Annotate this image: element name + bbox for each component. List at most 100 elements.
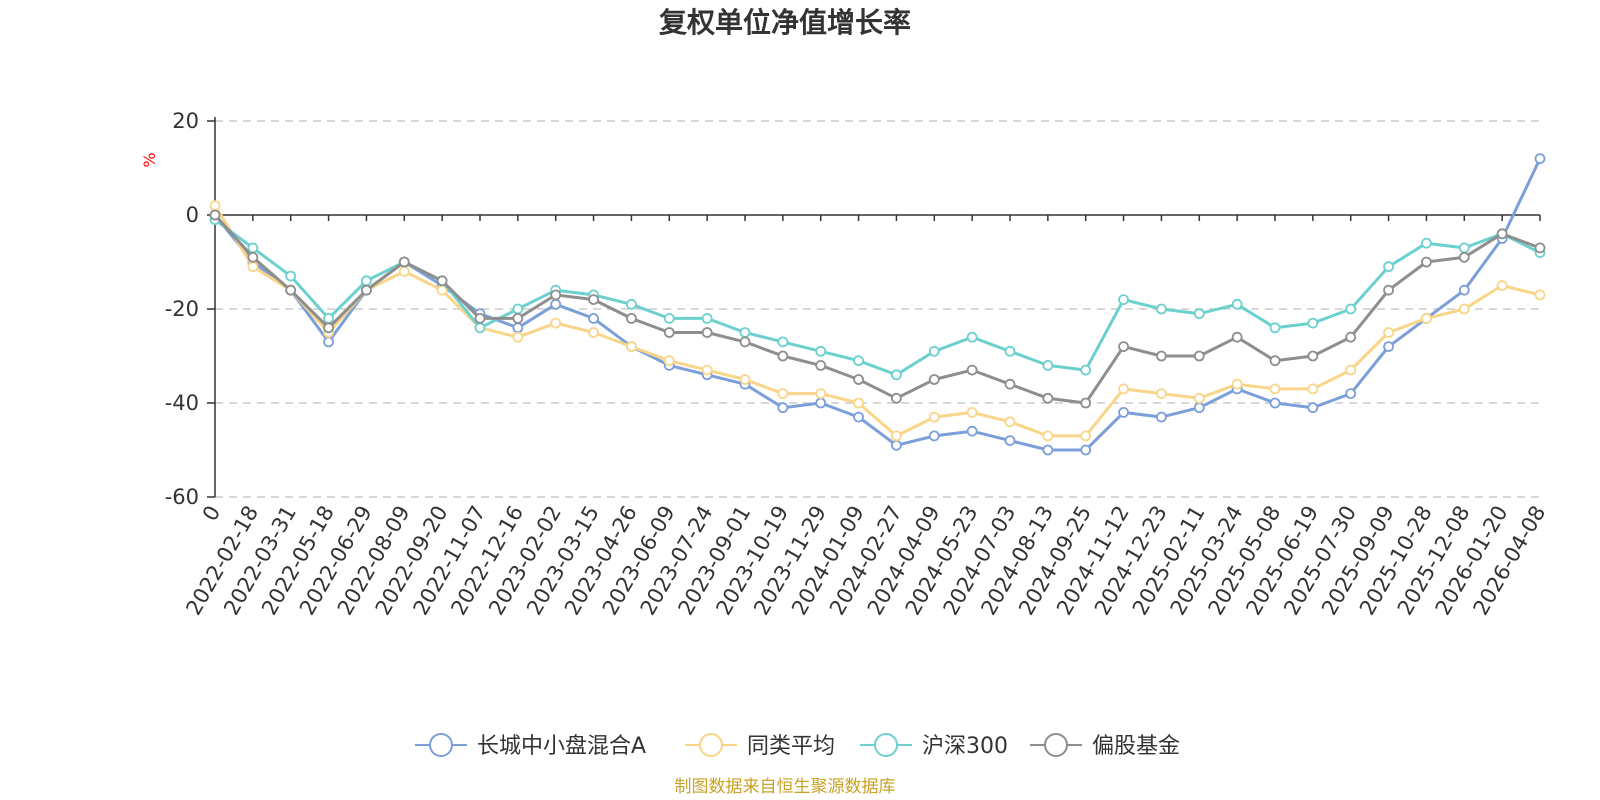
data-point — [1193, 402, 1205, 414]
data-point — [626, 298, 637, 310]
data-point — [663, 327, 675, 338]
data-point — [701, 364, 713, 376]
data-point — [512, 322, 524, 334]
data-point — [777, 388, 789, 400]
data-point — [550, 289, 562, 301]
y-tick-label: -60 — [165, 485, 199, 509]
data-point — [891, 369, 902, 381]
data-point — [815, 359, 827, 371]
data-point — [1042, 430, 1054, 442]
legend-item[interactable]: 偏股基金 — [1030, 733, 1180, 759]
data-point — [815, 345, 827, 357]
legend-label: 偏股基金 — [1092, 734, 1180, 759]
data-point — [474, 312, 486, 324]
data-point — [928, 411, 940, 423]
data-point — [966, 331, 978, 343]
data-point — [1345, 388, 1357, 400]
data-point — [1156, 388, 1167, 400]
legend-label: 同类平均 — [747, 734, 835, 759]
data-point — [1118, 294, 1129, 306]
data-point — [966, 364, 978, 376]
data-point — [1345, 303, 1357, 315]
data-point — [1307, 402, 1319, 414]
series-2 — [209, 200, 1546, 442]
legend[interactable]: 长城中小盘混合A 同类平均 沪深300 偏股基金 — [415, 733, 1180, 759]
data-point — [588, 312, 599, 324]
data-point — [474, 322, 486, 334]
data-point — [739, 374, 751, 385]
data-point — [1383, 284, 1394, 296]
y-tick-label: 20 — [172, 109, 199, 133]
data-point — [1345, 364, 1357, 376]
data-point — [1421, 237, 1432, 249]
data-point — [1269, 322, 1281, 334]
y-tick-label: -20 — [165, 297, 199, 321]
data-point — [1345, 331, 1357, 343]
data-point — [966, 425, 978, 437]
data-point — [663, 312, 675, 324]
data-point — [550, 317, 562, 329]
data-point — [1383, 341, 1394, 353]
data-point — [209, 200, 221, 212]
data-point — [1042, 444, 1054, 456]
data-point — [1080, 444, 1092, 456]
data-point — [1231, 331, 1243, 343]
data-point — [588, 327, 599, 338]
data-point — [1080, 397, 1092, 409]
data-point — [1231, 378, 1243, 390]
data-point — [1534, 242, 1546, 254]
data-point — [739, 327, 751, 338]
data-point — [1231, 298, 1243, 310]
data-point — [323, 322, 334, 334]
data-point — [1042, 392, 1054, 404]
y-axis-unit-label: % — [140, 152, 159, 167]
data-point — [891, 439, 902, 451]
data-point — [398, 256, 410, 268]
data-point — [1421, 256, 1432, 268]
data-point — [1269, 355, 1281, 367]
data-point — [853, 411, 864, 423]
data-point — [1118, 341, 1129, 353]
data-point — [1004, 345, 1016, 357]
data-point — [853, 355, 864, 367]
data-point — [1307, 383, 1319, 395]
legend-marker — [874, 733, 898, 757]
legend-item[interactable]: 沪深300 — [860, 733, 1008, 759]
legend-marker — [699, 733, 723, 757]
data-point — [1080, 364, 1092, 376]
data-point — [966, 406, 978, 418]
data-point — [1383, 261, 1394, 273]
data-point — [1383, 327, 1394, 338]
data-point — [1496, 280, 1508, 291]
series-4 — [209, 209, 1546, 409]
data-point — [1004, 416, 1016, 428]
data-point — [815, 388, 827, 400]
data-point — [588, 294, 599, 306]
legend-item[interactable]: 长城中小盘混合A — [415, 733, 646, 759]
data-point — [285, 284, 297, 296]
legend-label: 沪深300 — [922, 734, 1008, 759]
y-tick-label: 0 — [186, 203, 199, 227]
data-point — [1458, 242, 1470, 254]
data-point — [512, 312, 524, 324]
data-point — [247, 261, 259, 273]
legend-item[interactable]: 同类平均 — [685, 733, 835, 759]
series-line — [213, 213, 1541, 405]
gridlines — [215, 120, 1540, 498]
legend-marker — [429, 733, 453, 757]
data-point — [1118, 383, 1129, 395]
data-point — [853, 374, 864, 385]
legend-marker — [1044, 733, 1068, 757]
data-point — [1496, 228, 1508, 240]
data-point — [1307, 350, 1319, 362]
data-point — [891, 392, 902, 404]
data-point — [1534, 289, 1546, 301]
data-point — [323, 312, 334, 324]
data-point — [1156, 303, 1167, 315]
data-point — [436, 275, 448, 287]
data-point — [701, 312, 713, 324]
legend-label: 长城中小盘混合A — [477, 734, 646, 759]
data-point — [739, 336, 751, 348]
data-point — [1421, 312, 1432, 324]
data-point — [1156, 350, 1167, 362]
